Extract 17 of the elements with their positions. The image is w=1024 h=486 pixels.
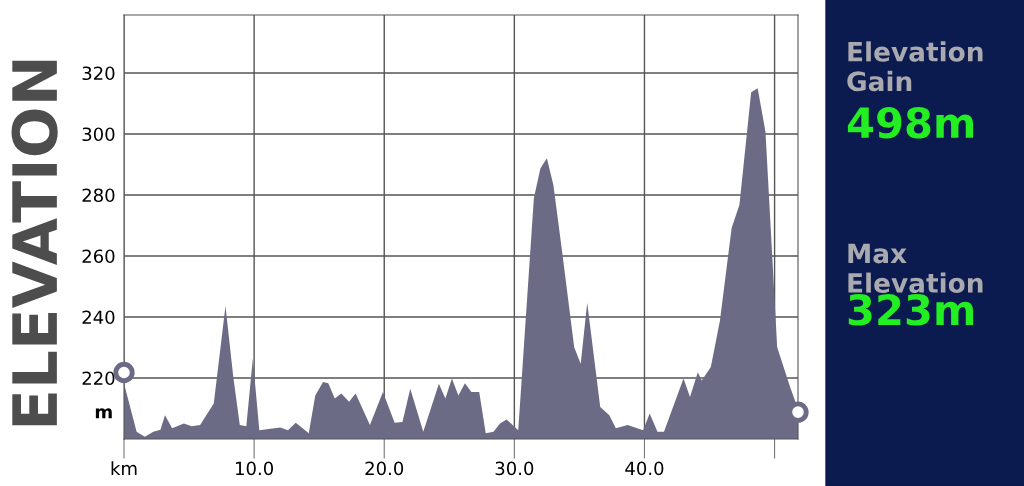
text: Max Elevation bbox=[848, 243, 983, 293]
x-tick-label: 10.0 bbox=[236, 461, 274, 476]
y-tick-label: 240 bbox=[82, 310, 115, 325]
y-tick-label: 280 bbox=[82, 188, 115, 203]
text: ELEVATION bbox=[11, 60, 58, 426]
x-tick-label: 20.0 bbox=[365, 461, 404, 476]
text: Elevation Gain bbox=[847, 41, 983, 92]
y-tick-label: 260 bbox=[82, 249, 115, 264]
x-tick-label: 40.0 bbox=[625, 461, 664, 476]
y-tick-label: 300 bbox=[82, 127, 115, 142]
y-axis-title: m bbox=[95, 408, 112, 419]
y-tick-label: 220 bbox=[82, 371, 115, 386]
y-tick-label: 320 bbox=[82, 66, 115, 81]
x-tick-label: 30.0 bbox=[495, 461, 534, 476]
text: 498m bbox=[847, 106, 974, 139]
x-tick-label: km bbox=[111, 461, 137, 475]
text: 323m bbox=[848, 294, 974, 326]
